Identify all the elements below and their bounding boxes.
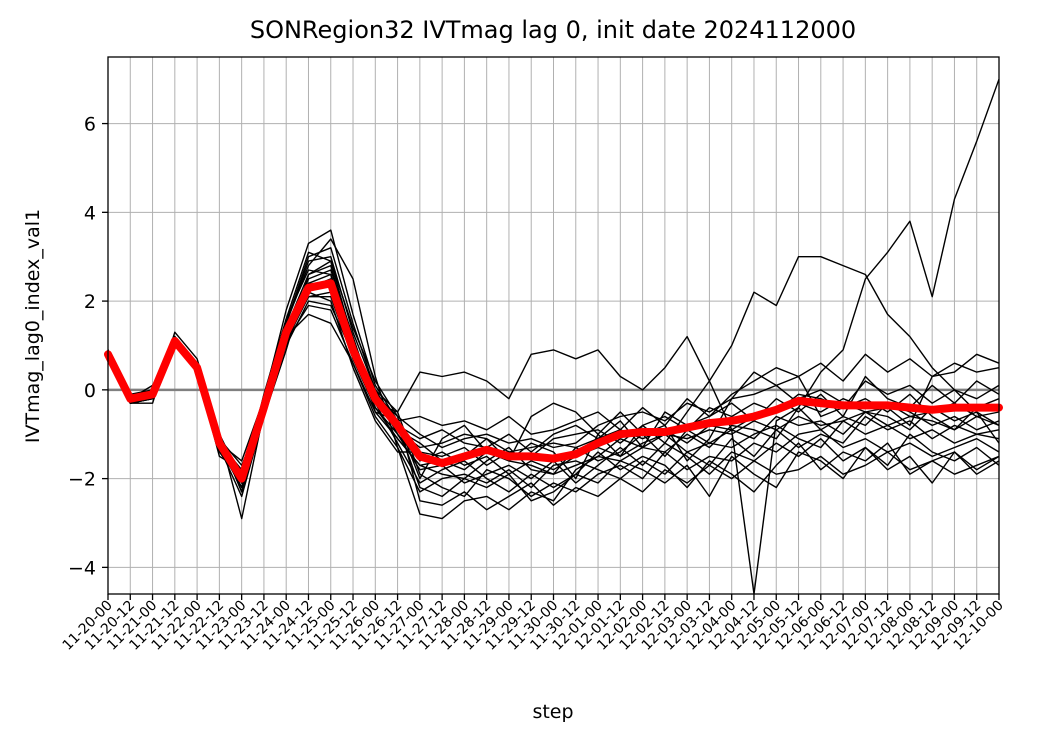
y-tick-label: 4 — [84, 202, 96, 224]
chart-title: SONRegion32 IVTmag lag 0, init date 2024… — [250, 16, 856, 44]
y-tick-label: 6 — [84, 114, 96, 136]
y-tick-label: −4 — [68, 557, 96, 579]
ensemble-mean-layer — [104, 279, 1003, 483]
ensemble-mean-line — [104, 279, 1003, 483]
y-tick-label: 0 — [84, 380, 96, 402]
y-axis-ticks: −4 −2 0 2 4 6 — [68, 114, 108, 579]
x-axis-label: step — [532, 701, 573, 723]
x-axis-ticks: 11-20-0011-20-1211-21-0011-21-1211-22-00… — [60, 594, 1007, 654]
y-tick-label: 2 — [84, 291, 96, 313]
y-axis-label: IVTmag_lag0_index_val1 — [22, 209, 44, 443]
y-tick-label: −2 — [68, 469, 96, 491]
grid — [107, 57, 1000, 594]
